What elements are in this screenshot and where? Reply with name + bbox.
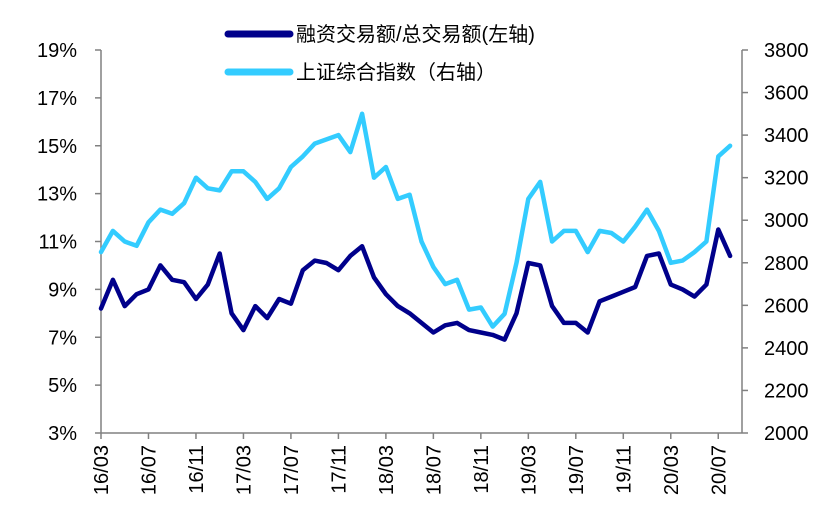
x-tick-label: 18/11 — [471, 445, 493, 494]
right-tick-label: 3400 — [764, 125, 809, 147]
legend-label: 上证综合指数（右轴） — [296, 61, 496, 84]
left-tick-label: 15% — [37, 136, 77, 158]
x-tick-label: 17/03 — [233, 445, 255, 495]
left-tick-label: 11% — [38, 232, 77, 254]
right-tick-label: 2600 — [764, 295, 809, 317]
series-lines — [98, 111, 733, 342]
left-tick-label: 3% — [48, 423, 77, 445]
left-tick-label: 9% — [48, 279, 77, 301]
x-tick-label: 18/03 — [376, 445, 398, 495]
left-axis-ticks: 3% 5% 7% 9% 11% 13% 15% 17% 19% — [37, 40, 101, 445]
x-axis-ticks: 16/03 16/07 16/11 17/03 17/07 17/11 18/03 18/07… — [91, 433, 730, 495]
sse-index-line — [98, 111, 733, 329]
right-tick-label: 2400 — [764, 338, 809, 360]
right-tick-label: 3800 — [764, 40, 809, 62]
x-tick-label: 16/07 — [138, 445, 160, 495]
x-tick-label: 16/11 — [186, 445, 208, 494]
x-tick-label: 18/07 — [423, 445, 445, 495]
x-tick-label: 16/03 — [91, 445, 113, 495]
x-tick-label: 17/11 — [328, 445, 350, 494]
x-tick-label: 19/03 — [518, 445, 540, 495]
x-tick-label: 19/07 — [566, 445, 588, 495]
right-tick-label: 2800 — [764, 253, 809, 275]
legend-label: 融资交易额/总交易额(左轴) — [296, 23, 535, 46]
margin-ratio-line — [98, 227, 733, 342]
right-tick-label: 2200 — [764, 380, 809, 402]
left-tick-label: 7% — [48, 327, 77, 349]
x-tick-label: 19/11 — [613, 445, 635, 494]
right-tick-label: 3200 — [764, 168, 809, 190]
right-tick-label: 2000 — [764, 423, 809, 445]
x-tick-label: 20/03 — [661, 445, 683, 495]
right-tick-label: 3000 — [764, 210, 809, 232]
legend: 融资交易额/总交易额(左轴) 上证综合指数（右轴） — [224, 23, 535, 84]
right-tick-label: 3600 — [764, 83, 809, 105]
left-tick-label: 19% — [37, 40, 77, 62]
left-tick-label: 17% — [37, 88, 77, 110]
x-tick-label: 17/07 — [281, 445, 303, 495]
right-axis-ticks: 2000 2200 2400 2600 2800 3000 3200 3400 3600 3800 — [742, 40, 809, 445]
left-tick-label: 13% — [37, 184, 77, 206]
x-tick-label: 20/07 — [708, 445, 730, 495]
left-tick-label: 5% — [48, 375, 77, 397]
